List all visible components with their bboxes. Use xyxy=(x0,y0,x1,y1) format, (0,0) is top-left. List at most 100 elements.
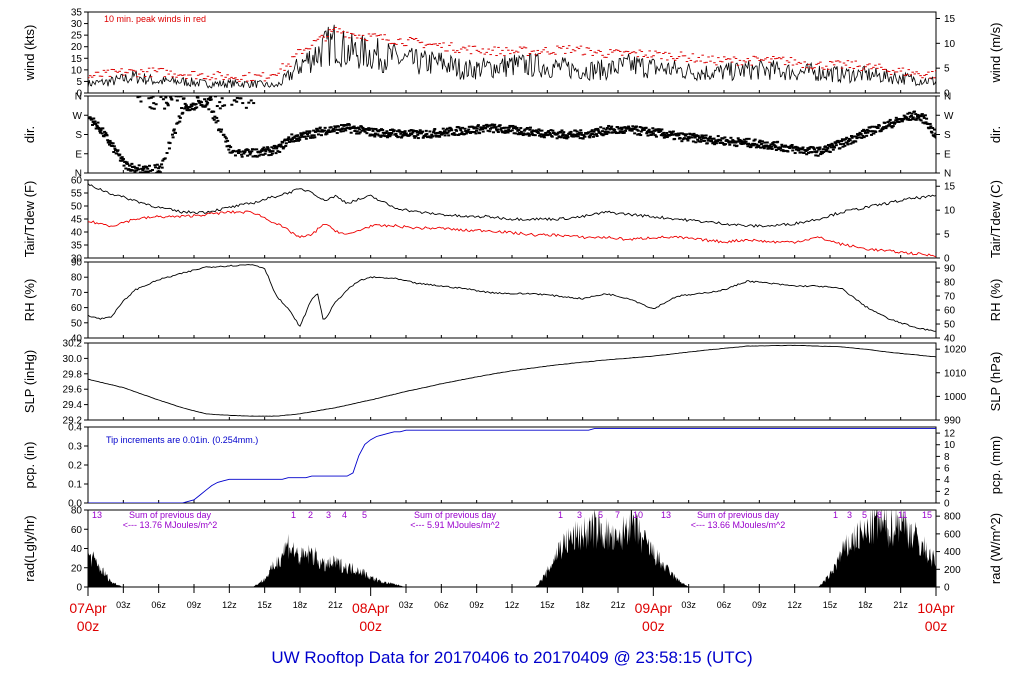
direction-point xyxy=(574,135,578,138)
direction-point xyxy=(711,141,715,144)
direction-point xyxy=(98,131,102,134)
y-tick-label-right: 0 xyxy=(944,89,950,100)
direction-point xyxy=(449,127,453,130)
direction-point xyxy=(912,110,916,113)
direction-point xyxy=(831,148,835,151)
direction-point xyxy=(286,137,290,140)
direction-point xyxy=(670,132,674,135)
direction-point xyxy=(373,135,377,138)
direction-point xyxy=(481,128,485,131)
direction-point xyxy=(274,152,278,155)
direction-point xyxy=(232,149,236,152)
direction-point xyxy=(169,96,173,98)
direction-point xyxy=(177,115,181,118)
direction-point xyxy=(97,126,101,129)
direction-point xyxy=(473,126,477,129)
direction-point xyxy=(647,128,651,131)
direction-point xyxy=(177,96,181,98)
panel-frame xyxy=(87,261,937,339)
y-tick-label: 30.0 xyxy=(63,354,83,365)
direction-point xyxy=(870,125,874,128)
y-tick-label: 0.4 xyxy=(68,423,82,434)
direction-point xyxy=(891,125,895,128)
direction-point xyxy=(413,136,417,139)
direction-point xyxy=(611,131,615,134)
direction-point xyxy=(677,134,681,137)
direction-point xyxy=(826,143,830,146)
direction-point xyxy=(816,154,820,157)
direction-point xyxy=(389,128,393,131)
radiation-area xyxy=(88,510,936,587)
y-tick-label-right: 70 xyxy=(944,292,956,303)
direction-point xyxy=(507,126,511,129)
direction-point xyxy=(587,131,591,134)
direction-point xyxy=(868,126,872,129)
direction-point xyxy=(295,137,299,140)
direction-point xyxy=(444,128,448,131)
direction-point xyxy=(149,96,153,99)
y-tick-label: 70 xyxy=(71,288,83,299)
direction-point xyxy=(879,130,883,133)
direction-point xyxy=(358,128,362,131)
y-tick-label: 90 xyxy=(71,258,83,269)
direction-point xyxy=(716,140,720,143)
direction-point xyxy=(157,167,161,170)
direction-point xyxy=(107,143,111,146)
direction-point xyxy=(260,149,264,152)
x-tick-label: 18z xyxy=(575,600,590,610)
direction-point xyxy=(485,123,489,126)
direction-point xyxy=(653,129,657,132)
direction-point xyxy=(760,142,764,145)
direction-point xyxy=(492,131,496,134)
direction-point xyxy=(387,133,391,136)
y-tick-label: 15 xyxy=(71,54,83,65)
direction-point xyxy=(459,129,463,132)
y-tick-label: E xyxy=(75,149,82,160)
direction-point xyxy=(106,141,110,144)
direction-point xyxy=(921,121,925,124)
page-title: UW Rooftop Data for 20170406 to 20170409… xyxy=(271,648,753,667)
direction-point xyxy=(186,107,190,110)
radiation-hour-mark: 13 xyxy=(661,510,671,520)
direction-point xyxy=(662,131,666,134)
y-tick-label: 0.1 xyxy=(68,480,82,491)
y-tick-label: 50 xyxy=(71,318,83,329)
radiation-hour-mark: 7 xyxy=(615,510,620,520)
direction-point xyxy=(113,147,117,150)
direction-point xyxy=(348,127,352,130)
y-tick-label-right: 15 xyxy=(944,182,956,193)
direction-point xyxy=(408,134,412,137)
direction-point xyxy=(101,127,105,130)
direction-point xyxy=(416,137,420,140)
direction-point xyxy=(151,96,155,98)
direction-point xyxy=(905,116,909,119)
direction-point xyxy=(556,132,560,135)
direction-point xyxy=(687,137,691,140)
direction-point xyxy=(338,128,342,131)
precip-note: Tip increments are 0.01in. (0.254mm.) xyxy=(106,435,258,445)
direction-point xyxy=(279,143,283,146)
direction-point xyxy=(120,156,124,159)
direction-point xyxy=(220,128,224,131)
direction-point xyxy=(289,140,293,143)
direction-point xyxy=(894,116,898,119)
direction-point xyxy=(548,133,552,136)
direction-point xyxy=(341,127,345,130)
direction-point xyxy=(924,121,928,124)
direction-point xyxy=(226,139,230,142)
direction-point xyxy=(899,117,903,120)
direction-point xyxy=(661,134,665,137)
direction-point xyxy=(758,139,762,142)
direction-point xyxy=(925,117,929,120)
direction-point xyxy=(790,145,794,148)
y-tick-label: 0.3 xyxy=(68,442,82,453)
direction-point xyxy=(602,133,606,136)
direction-point xyxy=(623,126,627,129)
direction-point xyxy=(693,136,697,139)
direction-point xyxy=(353,129,357,132)
direction-point xyxy=(163,107,167,110)
direction-point xyxy=(283,138,287,141)
direction-point xyxy=(124,167,128,170)
direction-point xyxy=(801,146,805,149)
